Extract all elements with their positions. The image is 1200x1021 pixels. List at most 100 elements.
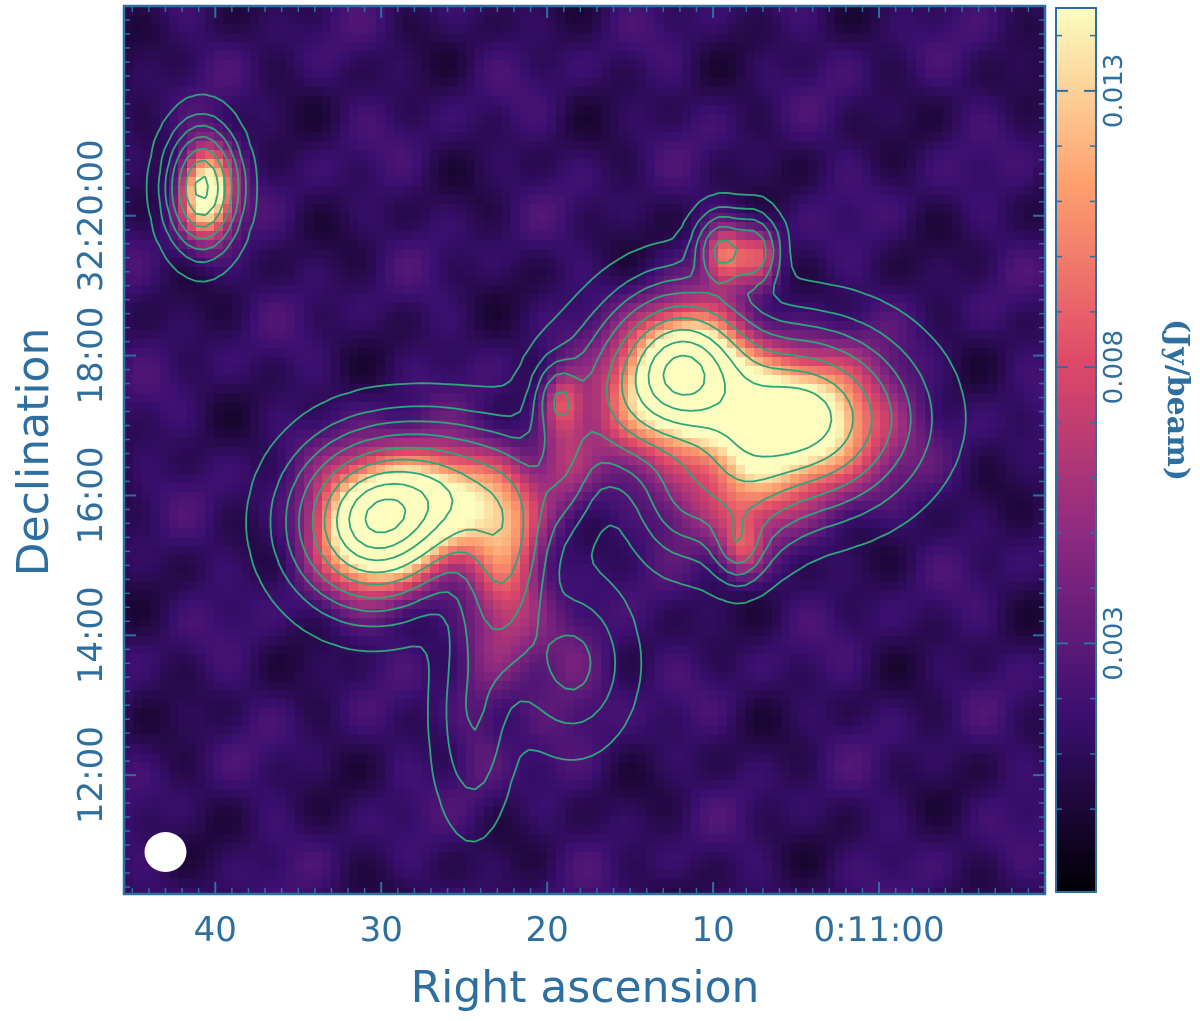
map-pixel bbox=[466, 114, 476, 124]
map-pixel bbox=[1033, 204, 1043, 214]
map-pixel bbox=[790, 312, 800, 322]
map-pixel bbox=[979, 60, 989, 70]
map-pixel bbox=[889, 177, 899, 187]
map-pixel bbox=[367, 411, 377, 421]
map-pixel bbox=[556, 24, 566, 34]
map-pixel bbox=[907, 330, 917, 340]
map-pixel bbox=[565, 429, 575, 439]
map-pixel bbox=[961, 78, 971, 88]
map-pixel bbox=[898, 6, 908, 16]
map-pixel bbox=[502, 114, 512, 124]
map-pixel bbox=[601, 78, 611, 88]
map-pixel bbox=[493, 276, 503, 286]
map-pixel bbox=[340, 303, 350, 313]
map-pixel bbox=[349, 240, 359, 250]
map-pixel bbox=[781, 51, 791, 61]
map-pixel bbox=[421, 321, 431, 331]
map-pixel bbox=[376, 402, 386, 412]
map-pixel bbox=[718, 366, 728, 376]
map-pixel bbox=[646, 195, 656, 205]
map-pixel bbox=[1006, 312, 1016, 322]
map-pixel bbox=[646, 159, 656, 169]
map-pixel bbox=[466, 339, 476, 349]
map-pixel bbox=[790, 393, 800, 403]
map-pixel bbox=[295, 177, 305, 187]
map-pixel bbox=[394, 60, 404, 70]
map-pixel bbox=[547, 105, 557, 115]
map-pixel bbox=[259, 375, 269, 385]
map-pixel bbox=[250, 204, 260, 214]
map-pixel bbox=[880, 231, 890, 241]
map-pixel bbox=[412, 168, 422, 178]
map-pixel bbox=[223, 384, 233, 394]
map-pixel bbox=[196, 78, 206, 88]
map-pixel bbox=[448, 51, 458, 61]
map-pixel bbox=[1006, 33, 1016, 43]
map-pixel bbox=[250, 276, 260, 286]
map-pixel bbox=[961, 123, 971, 133]
map-pixel bbox=[952, 105, 962, 115]
map-pixel bbox=[538, 15, 548, 25]
map-pixel bbox=[313, 69, 323, 79]
map-pixel bbox=[1006, 78, 1016, 88]
map-pixel bbox=[610, 42, 620, 52]
map-pixel bbox=[898, 393, 908, 403]
map-pixel bbox=[322, 96, 332, 106]
map-pixel bbox=[286, 150, 296, 160]
map-pixel bbox=[997, 168, 1007, 178]
map-pixel bbox=[835, 213, 845, 223]
map-pixel bbox=[781, 168, 791, 178]
map-pixel bbox=[988, 168, 998, 178]
map-pixel bbox=[637, 15, 647, 25]
map-pixel bbox=[367, 150, 377, 160]
map-pixel bbox=[295, 6, 305, 16]
map-pixel bbox=[610, 321, 620, 331]
map-pixel bbox=[799, 195, 809, 205]
map-pixel bbox=[664, 204, 674, 214]
map-pixel bbox=[340, 231, 350, 241]
map-pixel bbox=[340, 438, 350, 448]
map-pixel bbox=[763, 330, 773, 340]
map-pixel bbox=[430, 78, 440, 88]
map-pixel bbox=[268, 6, 278, 16]
map-pixel bbox=[268, 150, 278, 160]
map-pixel bbox=[916, 411, 926, 421]
map-pixel bbox=[421, 222, 431, 232]
map-pixel bbox=[493, 294, 503, 304]
map-pixel bbox=[628, 78, 638, 88]
map-pixel bbox=[574, 348, 584, 358]
map-pixel bbox=[808, 303, 818, 313]
map-pixel bbox=[781, 204, 791, 214]
map-pixel bbox=[556, 60, 566, 70]
map-pixel bbox=[349, 42, 359, 52]
map-pixel bbox=[655, 51, 665, 61]
map-pixel bbox=[340, 204, 350, 214]
map-pixel bbox=[907, 321, 917, 331]
map-pixel bbox=[412, 105, 422, 115]
map-pixel bbox=[547, 339, 557, 349]
map-pixel bbox=[610, 294, 620, 304]
map-pixel bbox=[241, 222, 251, 232]
map-pixel bbox=[799, 78, 809, 88]
map-pixel bbox=[304, 123, 314, 133]
map-pixel bbox=[961, 276, 971, 286]
map-pixel bbox=[394, 258, 404, 268]
map-pixel bbox=[232, 114, 242, 124]
map-pixel bbox=[718, 375, 728, 385]
map-pixel bbox=[502, 330, 512, 340]
map-pixel bbox=[754, 132, 764, 142]
map-pixel bbox=[772, 15, 782, 25]
map-pixel bbox=[421, 213, 431, 223]
map-pixel bbox=[1024, 60, 1034, 70]
map-pixel bbox=[187, 51, 197, 61]
map-pixel bbox=[943, 429, 953, 439]
map-pixel bbox=[475, 231, 485, 241]
map-pixel bbox=[502, 438, 512, 448]
map-pixel bbox=[196, 366, 206, 376]
map-pixel bbox=[637, 186, 647, 196]
map-pixel bbox=[871, 384, 881, 394]
map-pixel bbox=[736, 15, 746, 25]
map-pixel bbox=[520, 267, 530, 277]
map-pixel bbox=[133, 321, 143, 331]
map-pixel bbox=[133, 213, 143, 223]
